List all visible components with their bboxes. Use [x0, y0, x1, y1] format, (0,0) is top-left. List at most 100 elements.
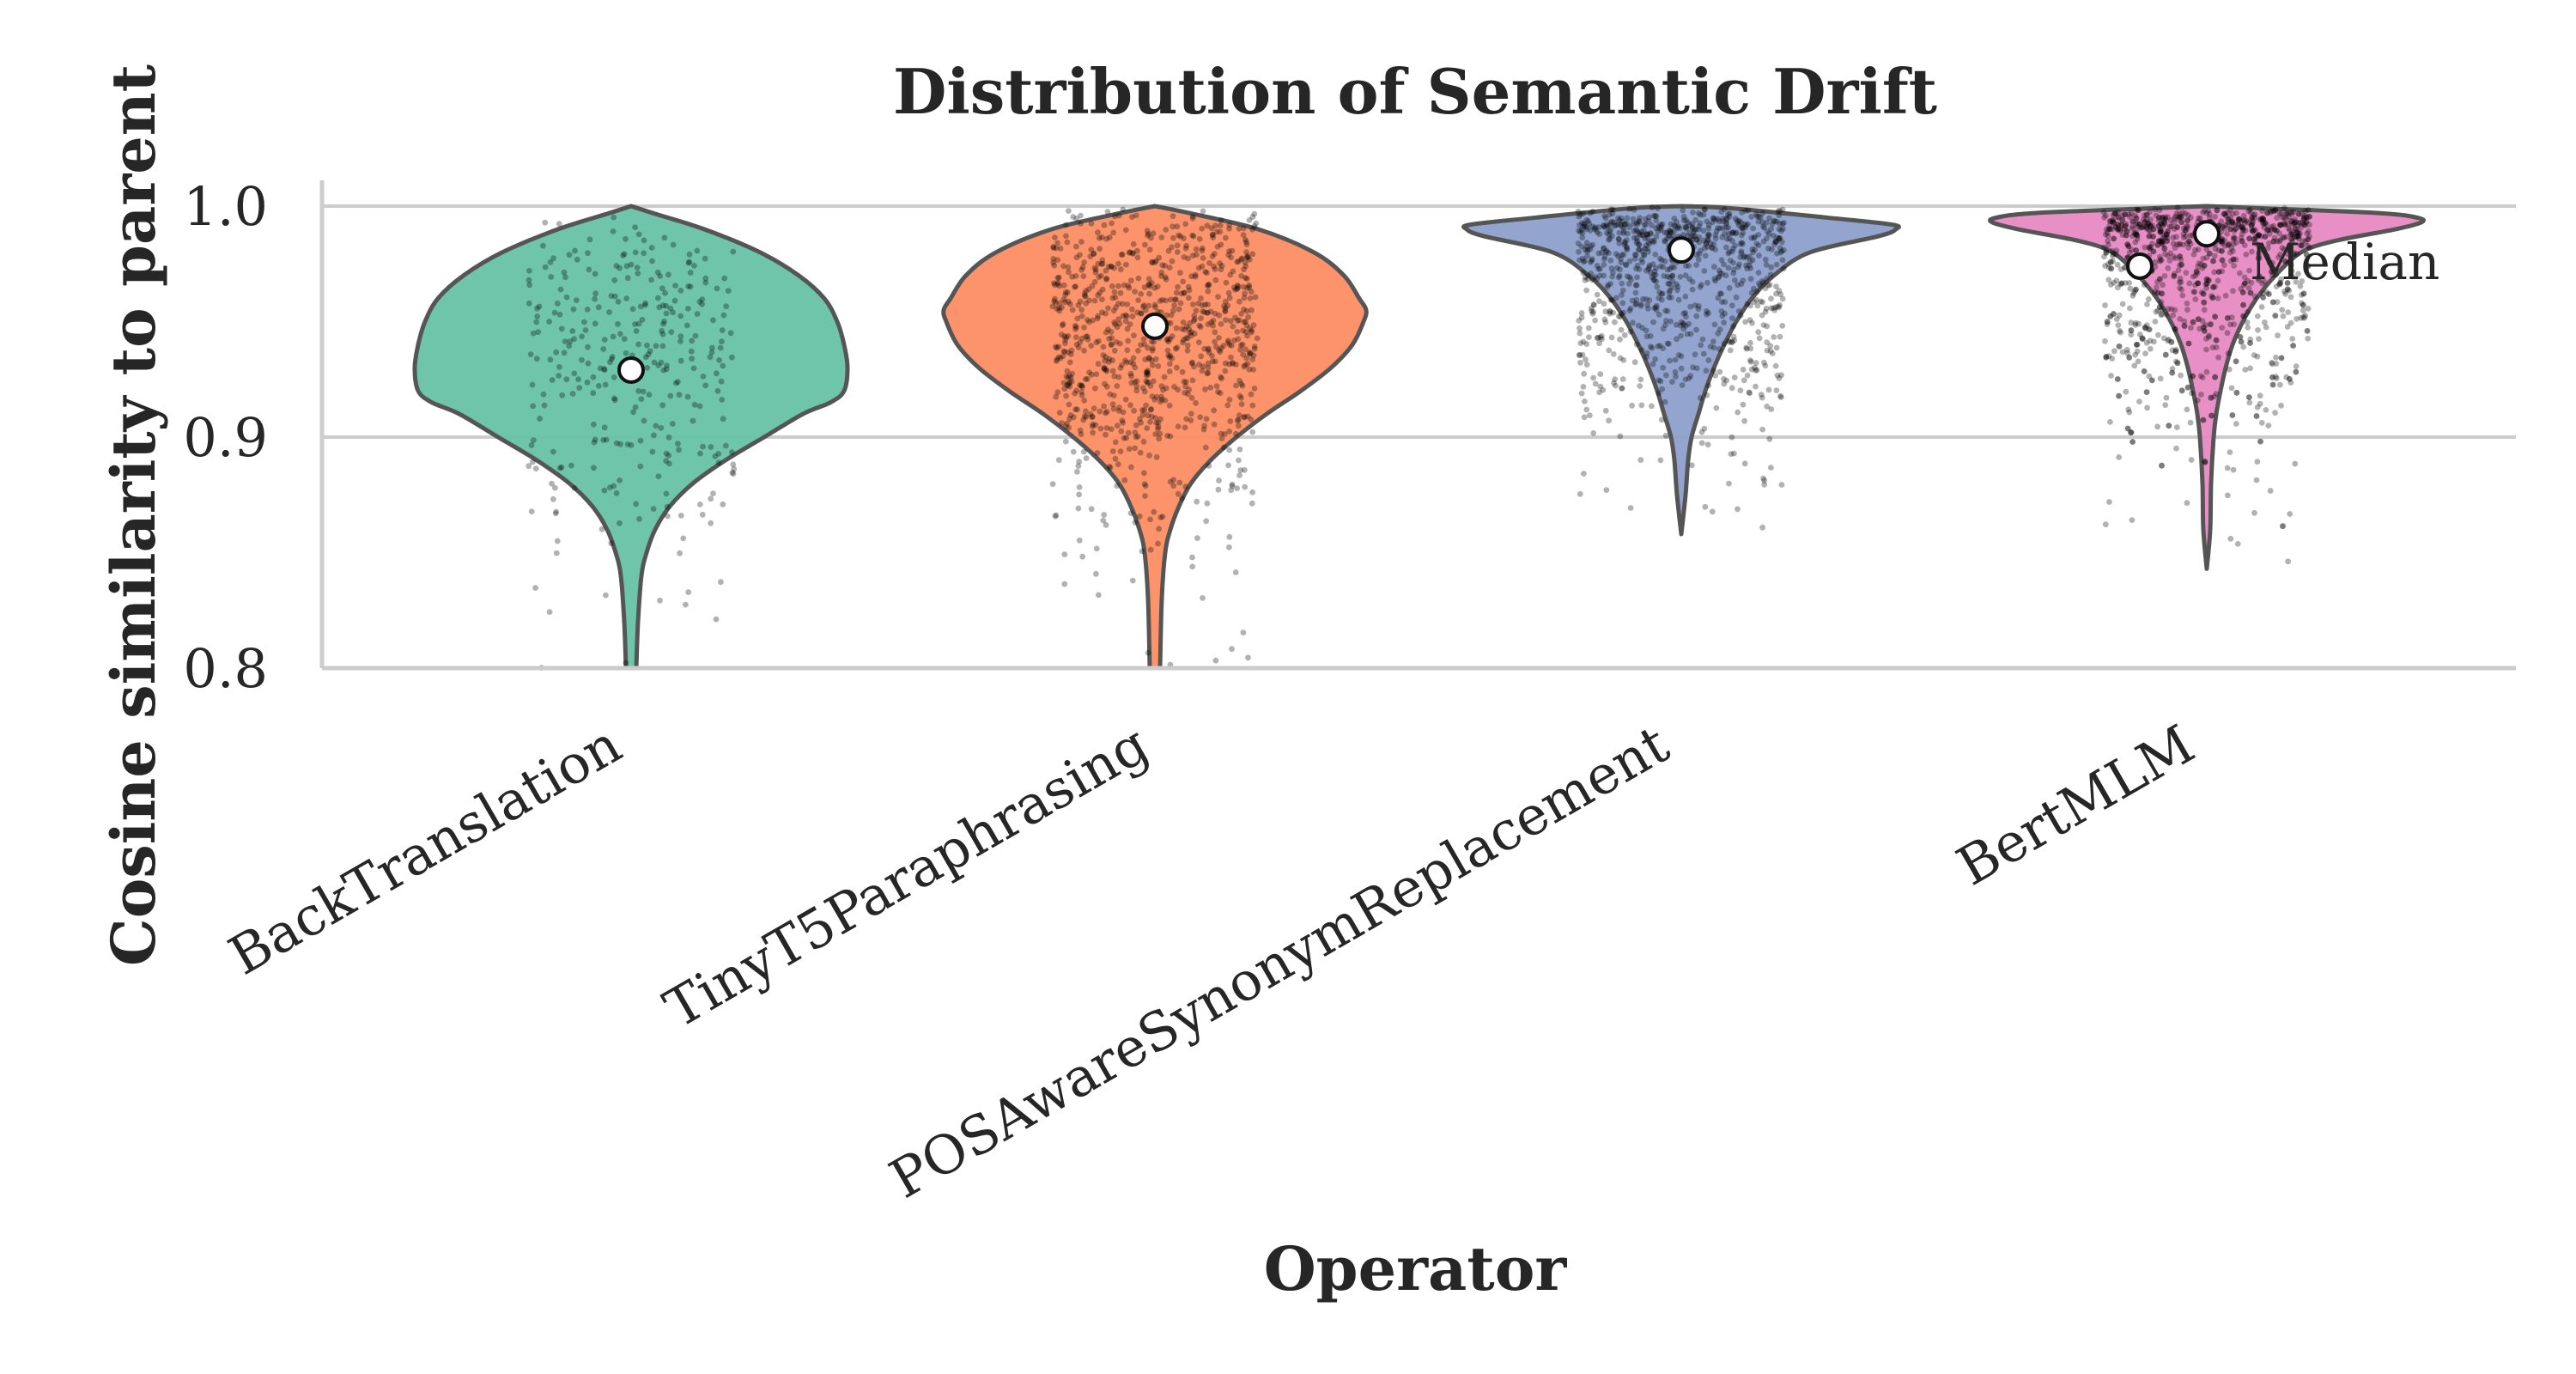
data-point: [1078, 221, 1084, 227]
data-point: [1683, 313, 1689, 320]
data-point: [1167, 336, 1174, 343]
data-point: [609, 354, 616, 360]
data-point: [1700, 228, 1707, 234]
data-point: [1696, 234, 1703, 240]
data-point: [1643, 350, 1650, 356]
data-point: [1166, 368, 1173, 374]
data-point: [1581, 222, 1588, 228]
data-point: [1770, 233, 1777, 239]
data-point: [1723, 220, 1730, 226]
data-point: [1652, 213, 1659, 220]
data-point: [1105, 359, 1112, 365]
data-point: [1705, 225, 1712, 232]
data-point: [1133, 212, 1139, 219]
data-point: [1187, 330, 1193, 337]
data-point: [1157, 430, 1163, 437]
data-point: [669, 421, 676, 427]
data-point: [1762, 256, 1769, 263]
data-point: [1738, 281, 1745, 288]
data-point: [1078, 389, 1085, 395]
data-point: [1749, 257, 1756, 264]
data-point: [1608, 233, 1615, 240]
data-point: [2222, 292, 2229, 299]
data-point: [1080, 416, 1087, 423]
data-point: [1619, 300, 1626, 307]
data-point: [1771, 307, 1778, 313]
data-point: [1149, 280, 1155, 286]
data-point: [1145, 380, 1151, 386]
data-point: [1729, 238, 1735, 245]
data-point: [2174, 241, 2180, 247]
data-point: [1156, 435, 1163, 442]
data-point: [1158, 234, 1165, 240]
data-point: [1242, 263, 1249, 270]
data-point: [1095, 260, 1102, 267]
data-point: [1620, 228, 1627, 234]
data-point: [1585, 218, 1591, 224]
data-point: [2105, 233, 2111, 239]
data-point: [2200, 416, 2207, 423]
data-point: [556, 312, 563, 318]
data-point: [1051, 280, 1057, 287]
data-point: [1643, 231, 1650, 238]
data-point: [576, 385, 583, 391]
data-point: [1701, 206, 1708, 213]
data-point: [664, 503, 671, 510]
data-point: [1591, 225, 1598, 232]
data-point: [1602, 407, 1609, 414]
data-point: [1589, 256, 1595, 263]
data-point: [1251, 223, 1258, 229]
data-point: [1108, 329, 1115, 335]
data-point: [1751, 299, 1758, 305]
data-point: [1653, 225, 1659, 232]
data-point: [1157, 514, 1164, 520]
data-point: [1594, 276, 1601, 282]
data-point: [2224, 465, 2231, 471]
data-point: [1720, 225, 1726, 232]
data-point: [1132, 379, 1138, 386]
data-point: [646, 392, 653, 398]
data-point: [1067, 412, 1074, 418]
data-point: [630, 409, 636, 416]
data-point: [1607, 307, 1613, 314]
data-point: [1189, 252, 1196, 258]
data-point: [2197, 215, 2203, 222]
data-point: [1247, 350, 1253, 356]
data-point: [1601, 223, 1607, 229]
data-point: [1220, 343, 1227, 349]
data-point: [2172, 325, 2178, 332]
data-point: [1111, 347, 1118, 354]
data-point: [1637, 383, 1643, 389]
data-point: [1666, 233, 1672, 240]
data-point: [694, 247, 701, 254]
data-point: [1664, 340, 1671, 347]
data-point: [1076, 491, 1082, 498]
data-point: [1768, 264, 1775, 271]
data-point: [1673, 281, 1680, 288]
data-point: [1187, 319, 1194, 326]
data-point: [536, 303, 543, 310]
data-point: [1114, 423, 1121, 429]
data-point: [1177, 270, 1183, 277]
data-point: [2190, 319, 2196, 325]
data-point: [1102, 366, 1108, 373]
data-point: [1062, 337, 1068, 344]
data-point: [2142, 350, 2148, 356]
data-point: [2141, 282, 2148, 289]
data-point: [1127, 321, 1133, 327]
data-point: [1580, 384, 1587, 390]
data-point: [1069, 273, 1076, 280]
data-point: [1643, 327, 1649, 334]
data-point: [1722, 230, 1728, 237]
data-point: [1060, 282, 1067, 289]
data-point: [581, 319, 587, 325]
data-point: [2184, 212, 2191, 218]
data-point: [1103, 368, 1110, 374]
data-point: [1120, 206, 1127, 213]
data-point: [1060, 296, 1067, 303]
data-point: [623, 295, 629, 301]
data-point: [1112, 213, 1118, 220]
data-point: [2225, 216, 2232, 222]
median-marker: [1141, 312, 1169, 340]
data-point: [2134, 233, 2141, 239]
